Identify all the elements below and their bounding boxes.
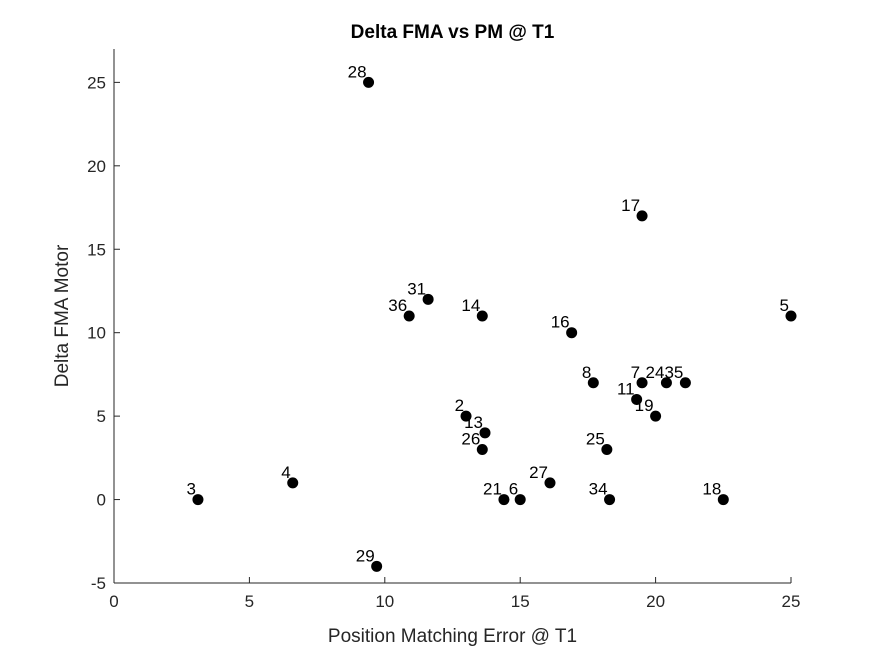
y-tick-label: 5	[97, 407, 106, 426]
data-point	[422, 293, 434, 305]
data-point	[679, 377, 691, 389]
data-point	[566, 327, 578, 339]
data-point	[371, 560, 383, 572]
data-point-label: 36	[388, 296, 407, 315]
y-tick-label: 20	[87, 157, 106, 176]
x-tick-label: 10	[375, 592, 394, 611]
data-point-label: 29	[356, 546, 375, 565]
data-point	[544, 477, 556, 489]
data-point-label: 8	[582, 363, 591, 382]
data-point-label: 34	[589, 480, 608, 499]
data-point	[403, 310, 415, 322]
data-point-label: 6	[509, 480, 518, 499]
data-point-label: 4	[281, 463, 290, 482]
data-point	[601, 444, 613, 455]
data-point-label: 11	[617, 379, 635, 398]
data-point	[460, 410, 472, 422]
data-point-label: 26	[461, 430, 480, 449]
data-point-label: 13	[464, 413, 483, 432]
chart-title: Delta FMA vs PM @ T1	[351, 22, 555, 43]
data-points	[192, 76, 797, 572]
x-tick-label: 25	[782, 592, 801, 611]
data-point-label: 28	[348, 62, 367, 81]
data-point	[660, 377, 672, 389]
y-axis-label: Delta FMA Motor	[52, 244, 73, 387]
data-point-label: 3	[186, 480, 195, 499]
data-point-label: 18	[702, 480, 721, 499]
data-point-label: 21	[483, 480, 502, 499]
data-point	[498, 494, 510, 506]
data-point	[650, 410, 662, 422]
data-point	[363, 76, 375, 88]
y-axis-ticks: -5 0 5 10 15 20 25	[87, 73, 120, 593]
data-point	[587, 377, 599, 389]
data-point	[636, 210, 648, 222]
x-tick-label: 15	[511, 592, 530, 611]
y-tick-label: 10	[87, 324, 106, 343]
y-tick-label: 25	[87, 73, 106, 92]
data-point-label: 31	[407, 279, 426, 298]
data-point	[479, 427, 491, 439]
y-tick-label: 0	[97, 491, 106, 510]
data-point-label: 27	[529, 463, 548, 482]
data-point-label: 17	[621, 196, 640, 215]
data-point	[604, 494, 616, 506]
data-point	[476, 444, 488, 455]
data-point	[514, 494, 526, 506]
data-point	[192, 494, 204, 506]
data-point-label: 35	[664, 363, 683, 382]
y-tick-label: -5	[91, 574, 106, 593]
data-point-label: 19	[635, 396, 654, 415]
data-point-label: 16	[551, 313, 570, 332]
y-tick-label: 15	[87, 240, 106, 259]
x-tick-label: 5	[245, 592, 254, 611]
data-point	[631, 393, 643, 405]
x-axis-ticks: 0 5 10 15 20 25	[109, 577, 800, 611]
x-tick-label: 20	[646, 592, 665, 611]
data-point-label: 14	[461, 296, 480, 315]
data-point	[476, 310, 488, 322]
data-point-label: 7	[631, 363, 640, 382]
data-point-label: 25	[586, 430, 605, 449]
data-point	[636, 377, 648, 389]
data-point-label: 5	[780, 296, 789, 315]
data-point-label: 2	[455, 396, 464, 415]
data-point	[717, 494, 729, 506]
x-axis-label: Position Matching Error @ T1	[328, 626, 577, 647]
x-tick-label: 0	[109, 592, 118, 611]
data-point-label: 24	[646, 363, 665, 382]
data-point	[287, 477, 299, 489]
data-point	[785, 310, 797, 322]
